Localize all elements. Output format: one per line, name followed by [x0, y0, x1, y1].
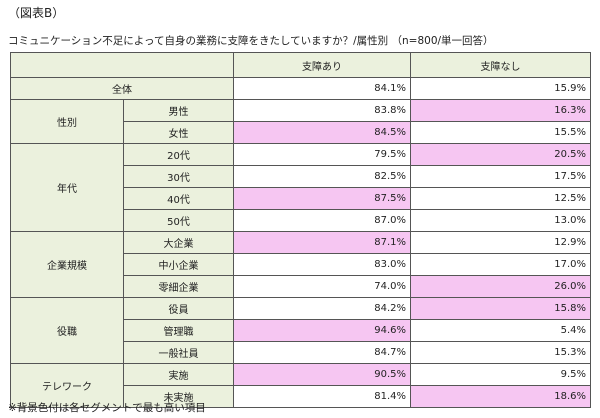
row-label: 40代: [123, 187, 234, 210]
value-cell: 15.5%: [410, 121, 591, 144]
value-cell: 18.6%: [410, 385, 591, 408]
row-label: 管理職: [123, 319, 234, 342]
value-cell: 84.5%: [233, 121, 411, 144]
row-label: 零細企業: [123, 275, 234, 298]
row-label: 大企業: [123, 231, 234, 254]
value-cell: 90.5%: [233, 363, 411, 386]
value-cell: 81.4%: [233, 385, 411, 408]
row-label: 実施: [123, 363, 234, 386]
row-label: 20代: [123, 143, 234, 166]
footnote: ※背景色付は各セグメントで最も高い項目: [8, 402, 206, 414]
value-cell: 84.2%: [233, 297, 411, 320]
table-row: 管理職 94.6% 5.4%: [11, 319, 591, 342]
table-row: 女性 84.5% 15.5%: [11, 121, 591, 144]
value-cell: 26.0%: [410, 275, 591, 298]
row-label: 30代: [123, 165, 234, 188]
value-cell: 15.8%: [410, 297, 591, 320]
subtitle: コミュニケーション不足によって自身の業務に支障をきたしていますか？/属性別 （n…: [8, 35, 494, 47]
value-cell: 9.5%: [410, 363, 591, 386]
value-cell: 12.9%: [410, 231, 591, 254]
value-cell: 15.3%: [410, 341, 591, 364]
header-cell: 支障あり: [233, 52, 411, 78]
value-cell: 16.3%: [410, 99, 591, 122]
row-label: 全体: [10, 77, 234, 100]
table-row: 40代 87.5% 12.5%: [11, 187, 591, 210]
value-cell: 13.0%: [410, 209, 591, 232]
row-label: 中小企業: [123, 253, 234, 276]
value-cell: 84.7%: [233, 341, 411, 364]
table-row: 中小企業 83.0% 17.0%: [11, 253, 591, 276]
header-cell: [10, 52, 234, 78]
value-cell: 87.5%: [233, 187, 411, 210]
value-cell: 12.5%: [410, 187, 591, 210]
value-cell: 74.0%: [233, 275, 411, 298]
group-label: 役職: [10, 297, 124, 364]
value-cell: 94.6%: [233, 319, 411, 342]
table-row: 30代 82.5% 17.5%: [11, 165, 591, 188]
row-label: 50代: [123, 209, 234, 232]
value-cell: 17.0%: [410, 253, 591, 276]
value-cell: 79.5%: [233, 143, 411, 166]
group-label: 企業規模: [10, 231, 124, 298]
row-label: 役員: [123, 297, 234, 320]
value-cell: 15.9%: [410, 77, 591, 100]
row-label: 一般社員: [123, 341, 234, 364]
table: 支障あり 支障なし 全体 84.1% 15.9% 性別 男性 83.8% 16.3% 女性 84.5…: [10, 52, 591, 408]
table-row: 未実施 81.4% 18.6%: [11, 385, 591, 408]
value-cell: 20.5%: [410, 143, 591, 166]
table-row: 全体 84.1% 15.9%: [10, 77, 591, 100]
table-row: 性別 男性 83.8% 16.3%: [10, 99, 591, 144]
table-row: 支障あり 支障なし: [10, 52, 591, 78]
value-cell: 5.4%: [410, 319, 591, 342]
table-row: 一般社員 84.7% 15.3%: [11, 341, 591, 364]
value-cell: 87.0%: [233, 209, 411, 232]
value-cell: 87.1%: [233, 231, 411, 254]
row-label: 女性: [123, 121, 234, 144]
value-cell: 82.5%: [233, 165, 411, 188]
table-row: 零細企業 74.0% 26.0%: [11, 275, 591, 298]
group-label: 年代: [10, 143, 124, 232]
table-row: 年代 20代 79.5% 20.5%: [10, 143, 591, 232]
header-cell: 支障なし: [410, 52, 591, 78]
group-label: 性別: [10, 99, 124, 144]
value-cell: 84.1%: [233, 77, 411, 100]
table-row: 企業規模 大企業 87.1% 12.9%: [10, 231, 591, 298]
value-cell: 83.8%: [233, 99, 411, 122]
caption: （図表B）: [8, 6, 65, 20]
row-label: 未実施: [123, 385, 234, 408]
table-row: 役職 役員 84.2% 15.8%: [10, 297, 591, 364]
row-label: 男性: [123, 99, 234, 122]
value-cell: 17.5%: [410, 165, 591, 188]
value-cell: 83.0%: [233, 253, 411, 276]
table-row: テレワーク 実施 90.5% 9.5%: [10, 363, 591, 408]
group-label: テレワーク: [10, 363, 124, 408]
